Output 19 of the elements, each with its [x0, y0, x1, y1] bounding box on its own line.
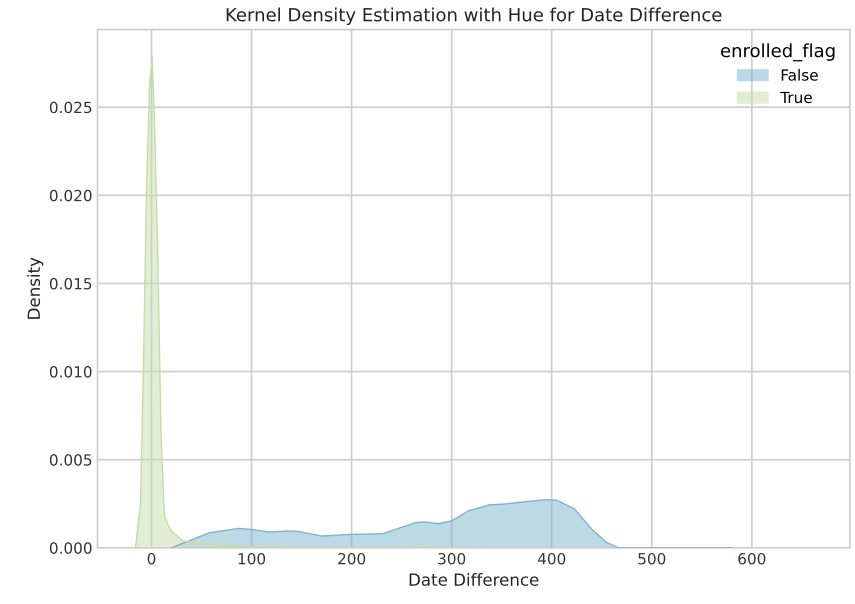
y-axis-title: Density — [27, 258, 44, 319]
x-tick-label: 100 — [238, 552, 266, 565]
x-tick-label: 500 — [638, 552, 666, 565]
y-tick-label: 0.015 — [50, 278, 92, 290]
y-tick-label: 0.005 — [50, 454, 92, 466]
x-tick-label: 200 — [338, 552, 366, 565]
legend-label: True — [780, 92, 812, 104]
chart-title: Kernel Density Estimation with Hue for Date Difference — [226, 8, 722, 26]
x-axis-title: Date Difference — [410, 573, 538, 586]
x-tick-label: 600 — [738, 552, 766, 565]
x-tick-label: 0 — [148, 552, 156, 565]
y-tick-label: 0.020 — [50, 190, 92, 202]
legend-title: enrolled_flag — [720, 43, 834, 62]
y-tick-label: 0.000 — [50, 542, 92, 554]
x-tick-label: 400 — [538, 552, 566, 565]
x-tick-label: 300 — [438, 552, 466, 565]
y-tick-label: 0.010 — [50, 366, 92, 378]
y-tick-label: 0.025 — [50, 102, 92, 114]
legend-label: False — [782, 68, 818, 81]
